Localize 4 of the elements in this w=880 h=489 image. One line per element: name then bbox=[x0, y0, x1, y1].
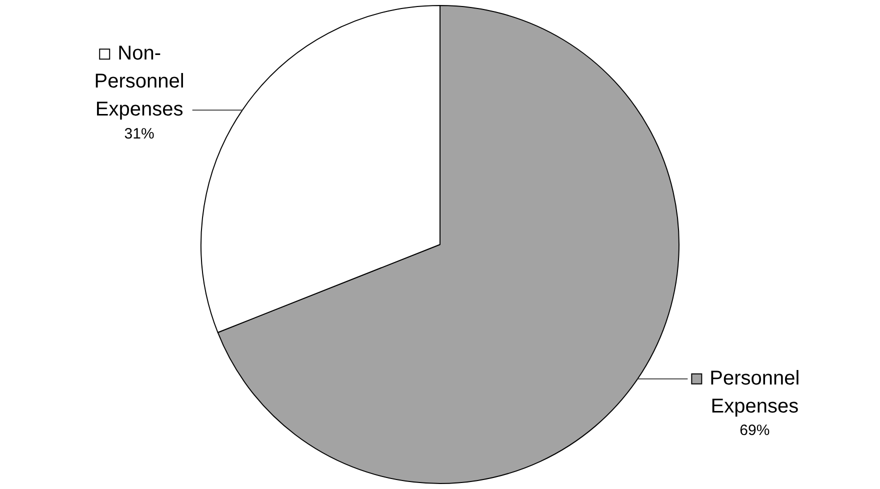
legend-label: Non-Personnel Expenses bbox=[94, 42, 184, 121]
data-label: 69% bbox=[740, 422, 770, 439]
data-label: 31% bbox=[124, 125, 154, 142]
legend-label: Personnel Expenses bbox=[710, 367, 800, 418]
